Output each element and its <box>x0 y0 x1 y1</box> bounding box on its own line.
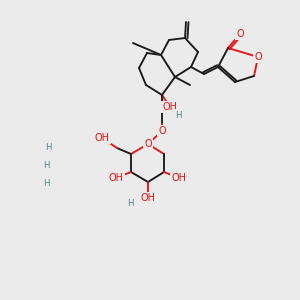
Text: OH: OH <box>163 102 178 112</box>
Text: O: O <box>144 139 152 149</box>
Text: OH: OH <box>109 173 124 183</box>
Text: H: H <box>45 143 51 152</box>
Text: O: O <box>236 29 244 39</box>
Text: H: H <box>127 200 133 208</box>
Text: O: O <box>158 126 166 136</box>
Text: OH: OH <box>140 193 155 203</box>
Text: O: O <box>254 52 262 62</box>
Text: H: H <box>43 160 49 169</box>
Text: OH: OH <box>172 173 187 183</box>
Text: OH: OH <box>94 133 110 143</box>
Text: H: H <box>175 110 181 119</box>
Text: H: H <box>43 178 49 188</box>
